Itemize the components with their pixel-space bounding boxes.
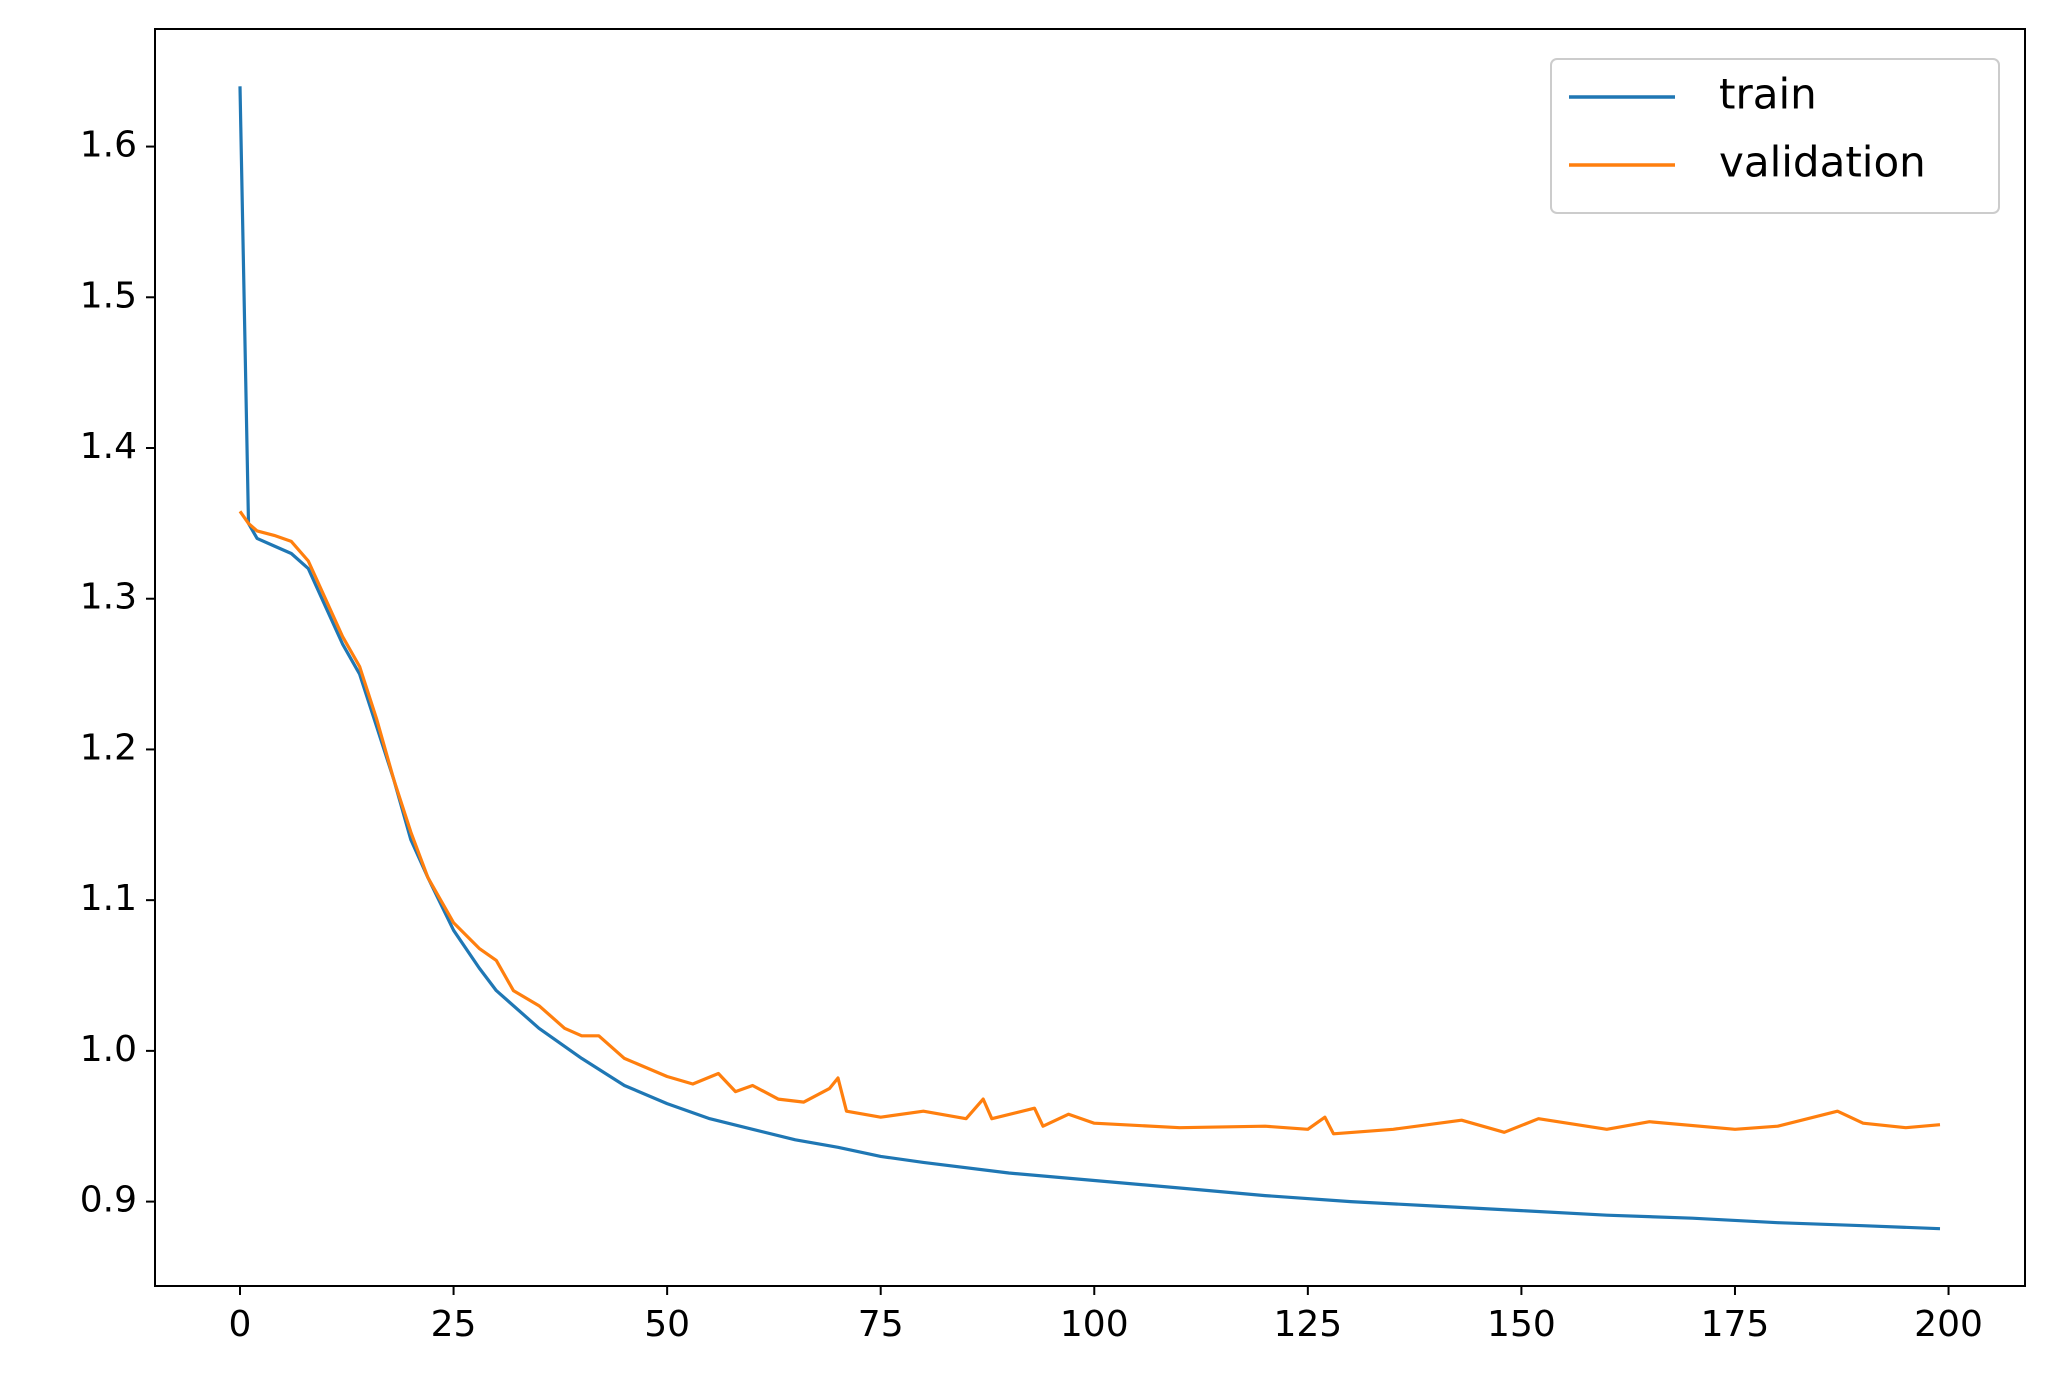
legend-label: validation [1719, 138, 1926, 187]
x-tick-label: 25 [431, 1304, 477, 1345]
y-tick-label: 1.5 [80, 275, 137, 316]
y-tick-label: 1.2 [80, 727, 137, 768]
y-tick-label: 1.0 [80, 1029, 137, 1070]
x-tick-label: 175 [1701, 1304, 1770, 1345]
y-tick-label: 1.1 [80, 878, 137, 919]
x-tick-label: 125 [1273, 1304, 1342, 1345]
x-tick-label: 75 [858, 1304, 904, 1345]
y-tick-label: 0.9 [80, 1180, 137, 1221]
x-tick-label: 100 [1060, 1304, 1129, 1345]
plot-frame [154, 28, 2026, 1287]
legend-label: train [1719, 70, 1817, 119]
x-tick-label: 50 [644, 1304, 690, 1345]
x-tick-label: 200 [1914, 1304, 1983, 1345]
y-tick-label: 1.6 [80, 125, 137, 166]
y-tick-label: 1.4 [80, 426, 137, 467]
line-series [238, 510, 1941, 1136]
x-tick-label: 150 [1487, 1304, 1556, 1345]
x-tick-label: 0 [229, 1304, 252, 1345]
line-series [238, 86, 1941, 1231]
y-tick-label: 1.3 [80, 577, 137, 618]
